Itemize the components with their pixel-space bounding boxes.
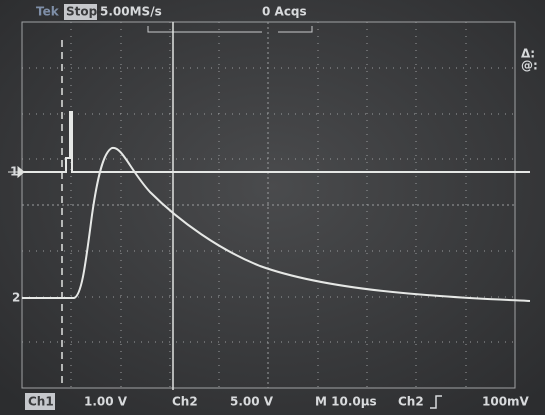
ch1-label: Ch1 xyxy=(28,395,54,409)
trigger-source: Ch2 xyxy=(398,395,424,409)
at-readout: @: xyxy=(521,59,538,73)
timebase: M 10.0µs xyxy=(315,395,377,409)
brand: Tek xyxy=(36,5,60,19)
ch2-label: Ch2 xyxy=(172,395,198,409)
acquisition-state: Stop: xyxy=(66,5,102,19)
trigger-level: 100mV xyxy=(482,395,530,409)
background xyxy=(0,0,545,415)
ch2-marker: 2 xyxy=(12,291,20,305)
sample-rate: 5.00MS/s xyxy=(100,5,162,19)
ch1-marker: 1 xyxy=(10,165,18,179)
acquisition-count: 0 Acqs xyxy=(262,5,307,19)
ch2-scale: 5.00 V xyxy=(230,395,274,409)
oscilloscope-screen: 1 2 Tek Stop: 5.00MS/s 0 Acqs Δ: @: Ch1 … xyxy=(0,0,545,415)
ch1-scale: 1.00 V xyxy=(84,395,128,409)
